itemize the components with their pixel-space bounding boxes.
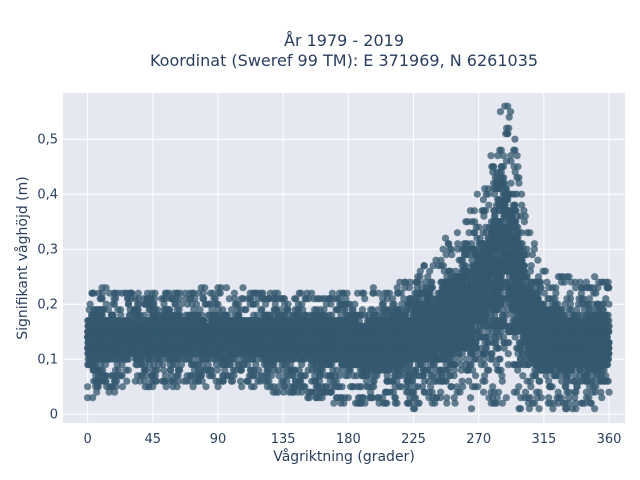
data-point [480, 355, 488, 363]
data-point [462, 355, 470, 363]
data-point [490, 190, 499, 198]
data-point [511, 333, 519, 341]
data-point [455, 355, 463, 363]
data-point [521, 355, 530, 363]
data-point [485, 201, 493, 209]
data-points [84, 102, 613, 413]
data-point [358, 306, 367, 314]
data-point [452, 267, 460, 275]
data-point [527, 262, 535, 270]
